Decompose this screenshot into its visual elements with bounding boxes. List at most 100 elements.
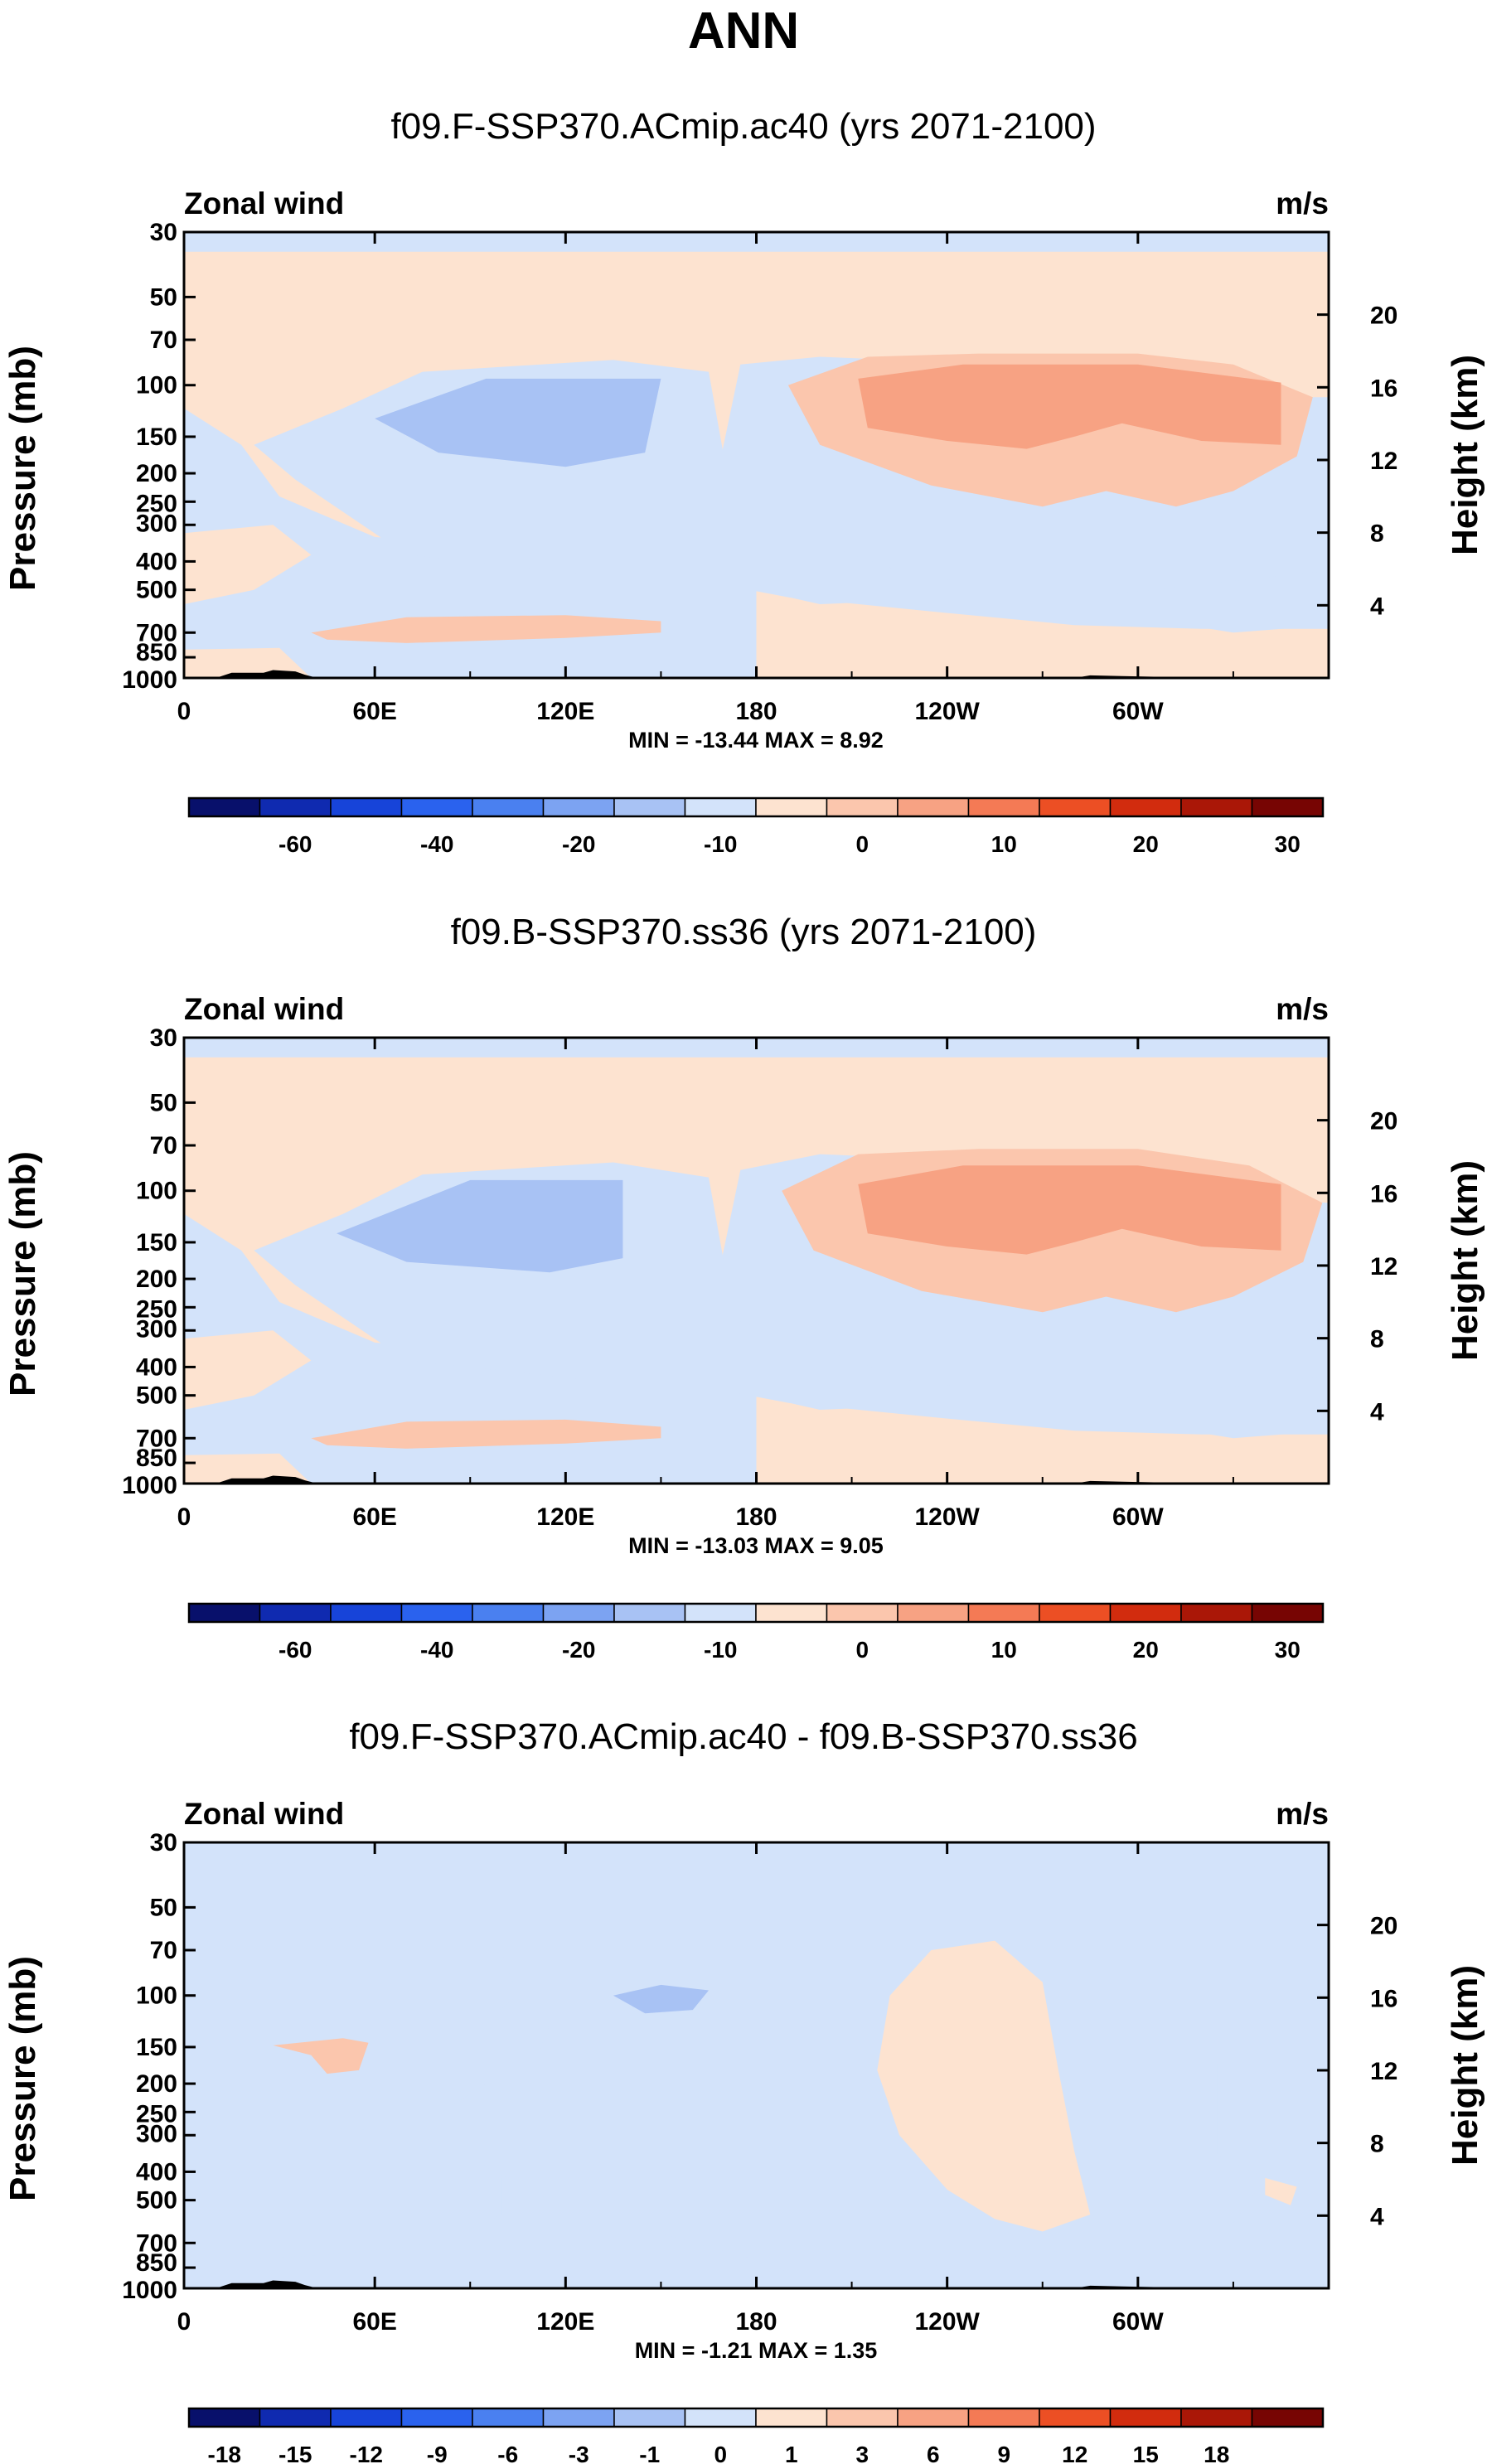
topography-mask bbox=[216, 2280, 318, 2288]
contour-region bbox=[184, 1330, 312, 1410]
y-tick-label: 30 bbox=[150, 1829, 177, 1856]
contour-region bbox=[375, 378, 661, 467]
colorbar-swatch bbox=[400, 1603, 473, 1623]
colorbar-swatch bbox=[542, 2408, 615, 2428]
colorbar-swatch bbox=[1251, 1603, 1324, 1623]
colorbar-frame bbox=[187, 2407, 1325, 2428]
figure-title: ANN bbox=[688, 2, 799, 60]
colorbar-swatch bbox=[400, 2408, 473, 2428]
colorbar-swatch bbox=[897, 797, 970, 817]
contour-region bbox=[756, 1395, 1329, 1484]
colorbar-swatch bbox=[259, 2408, 332, 2428]
colorbar-label: 15 bbox=[1133, 2442, 1159, 2464]
colorbar-swatch bbox=[1251, 797, 1324, 817]
x-tick-label: 0 bbox=[177, 698, 191, 725]
contour-region bbox=[184, 2128, 502, 2263]
height-tick-label: 4 bbox=[1370, 2203, 1384, 2230]
colorbar-label: 6 bbox=[927, 2442, 940, 2464]
colorbar-frame bbox=[187, 796, 1325, 818]
y-tick-label: 50 bbox=[150, 283, 177, 311]
contour-region bbox=[877, 1940, 1091, 2232]
colorbar-label: 3 bbox=[855, 2442, 869, 2464]
contour-region bbox=[184, 525, 312, 604]
colorbar-label: 10 bbox=[991, 1637, 1017, 1663]
y-axis-title: Pressure (mb) bbox=[2, 346, 43, 591]
colorbar-swatch bbox=[684, 797, 757, 817]
colorbar-swatch bbox=[613, 797, 686, 817]
colorbar-label: 12 bbox=[1062, 2442, 1087, 2464]
colorbar-label: -6 bbox=[497, 2442, 518, 2464]
colorbar-frame bbox=[187, 1602, 1325, 1624]
colorbar-label: 9 bbox=[997, 2442, 1010, 2464]
x-tick-label: 60E bbox=[352, 1503, 396, 1531]
y-tick-label: 30 bbox=[150, 1024, 177, 1052]
colorbar-swatch bbox=[259, 1603, 332, 1623]
x-tick-label: 180 bbox=[735, 698, 777, 725]
panel-2: f09.B-SSP370.ss36 (yrs 2071-2100) Zonal w… bbox=[2, 912, 1485, 1663]
colorbar-label: 0 bbox=[855, 831, 869, 857]
y-tick-label: 150 bbox=[136, 1229, 177, 1256]
x-tick-label: 0 bbox=[177, 2308, 191, 2336]
colorbar-swatch bbox=[755, 797, 828, 817]
height-tick-label: 8 bbox=[1370, 2131, 1384, 2158]
y-tick-label: 100 bbox=[136, 1982, 177, 2010]
panels: f09.F-SSP370.ACmip.ac40 (yrs 2071-2100) Z… bbox=[2, 106, 1485, 2464]
y-tick-label: 850 bbox=[136, 1445, 177, 1472]
colorbar-swatch bbox=[1251, 2408, 1324, 2428]
colorbar-swatch bbox=[259, 797, 332, 817]
y-tick-label: 850 bbox=[136, 2249, 177, 2277]
y-tick-label: 500 bbox=[136, 2187, 177, 2215]
min-max-label: MIN = -13.44 MAX = 8.92 bbox=[628, 728, 884, 753]
colorbar-swatch bbox=[1039, 797, 1112, 817]
colorbar: -60 -40 -20 -10 0 10 20 30 bbox=[187, 1602, 1325, 1663]
colorbar-label: -18 bbox=[208, 2442, 241, 2464]
colorbar-swatch bbox=[188, 797, 261, 817]
colorbar-swatch bbox=[684, 1603, 757, 1623]
colorbar-swatch bbox=[755, 2408, 828, 2428]
y-tick-label: 700 bbox=[136, 1425, 177, 1452]
colorbar-swatch bbox=[826, 2408, 898, 2428]
y-tick-label: 150 bbox=[136, 2034, 177, 2061]
height-tick-label: 16 bbox=[1370, 1180, 1397, 1208]
y-tick-label: 300 bbox=[136, 510, 177, 537]
colorbar-swatch bbox=[472, 2408, 545, 2428]
colorbar-label: 20 bbox=[1133, 831, 1159, 857]
x-tick-label: 60W bbox=[1112, 698, 1164, 725]
y-tick-label: 1000 bbox=[122, 1472, 177, 1499]
min-max-label: MIN = -13.03 MAX = 9.05 bbox=[628, 1533, 884, 1558]
y-tick-label: 100 bbox=[136, 1178, 177, 1205]
colorbar-swatch bbox=[1109, 1603, 1182, 1623]
units-label: m/s bbox=[1276, 1797, 1329, 1831]
y-tick-label: 250 bbox=[136, 490, 177, 517]
colorbar-label: 0 bbox=[855, 1637, 869, 1663]
contour-region bbox=[184, 1861, 518, 2127]
x-tick-label: 0 bbox=[177, 1503, 191, 1531]
y-tick-label: 400 bbox=[136, 2158, 177, 2186]
y-tick-label: 500 bbox=[136, 1382, 177, 1410]
y-tick-label: 70 bbox=[150, 1132, 177, 1159]
height-tick-label: 4 bbox=[1370, 1398, 1384, 1426]
colorbar-swatch bbox=[330, 2408, 403, 2428]
colorbar-label: -3 bbox=[569, 2442, 589, 2464]
colorbar-swatch bbox=[826, 797, 898, 817]
y2-axis-title: Height (km) bbox=[1445, 1160, 1485, 1361]
contour-region bbox=[858, 364, 1281, 449]
contour-region bbox=[273, 2038, 369, 2074]
height-tick-label: 8 bbox=[1370, 1326, 1384, 1353]
y-tick-label: 300 bbox=[136, 1315, 177, 1343]
colorbar-swatch bbox=[188, 2408, 261, 2428]
contour-field bbox=[184, 232, 1329, 678]
colorbar-swatch bbox=[400, 797, 473, 817]
panel-title: f09.F-SSP370.ACmip.ac40 (yrs 2071-2100) bbox=[390, 106, 1096, 147]
x-tick-label: 120W bbox=[914, 1503, 980, 1531]
x-tick-label: 120W bbox=[914, 698, 980, 725]
y-tick-label: 400 bbox=[136, 548, 177, 575]
contour-region bbox=[311, 615, 661, 643]
colorbar-swatch bbox=[472, 1603, 545, 1623]
colorbar-label: -20 bbox=[562, 1637, 595, 1663]
colorbar-swatch bbox=[826, 1603, 898, 1623]
colorbar-swatch bbox=[330, 1603, 403, 1623]
x-tick-label: 60E bbox=[352, 2308, 396, 2336]
colorbar-swatch bbox=[684, 2408, 757, 2428]
colorbar-label: -40 bbox=[420, 831, 453, 857]
